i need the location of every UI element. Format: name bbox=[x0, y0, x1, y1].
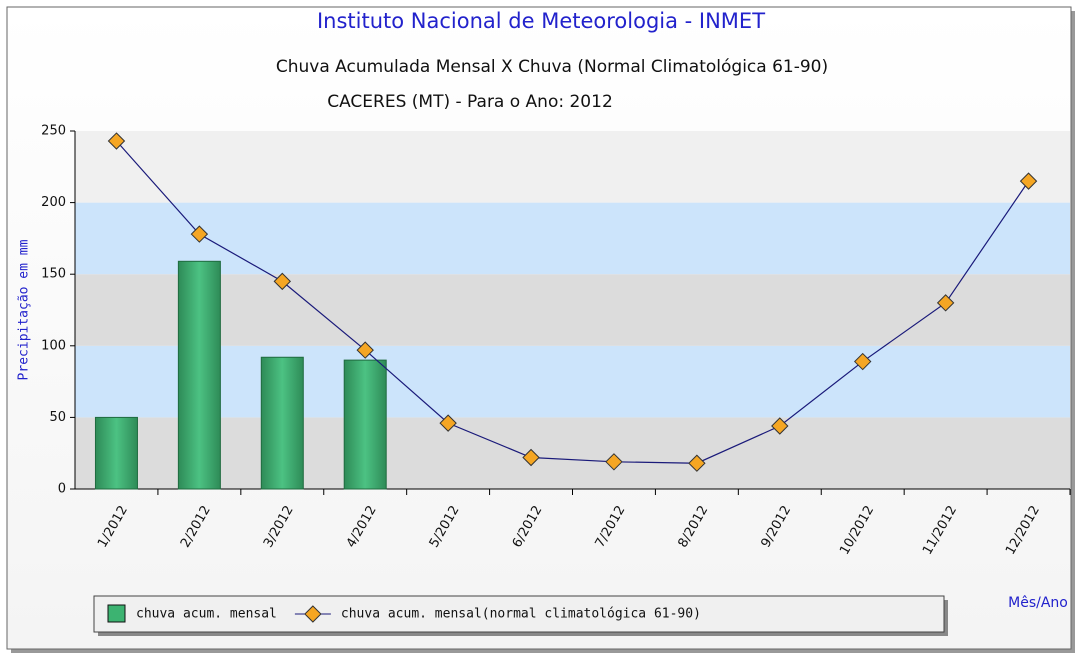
legend-label: chuva acum. mensal bbox=[136, 607, 277, 622]
marker bbox=[356, 341, 374, 359]
marker bbox=[107, 132, 126, 150]
y-tick-label: 200 bbox=[41, 195, 66, 210]
marker bbox=[936, 294, 955, 312]
legend bbox=[93, 595, 945, 633]
grid-band bbox=[75, 274, 1070, 346]
y-tick-label: 250 bbox=[41, 124, 66, 139]
line bbox=[116, 140, 1030, 464]
marker bbox=[1019, 172, 1038, 190]
bar bbox=[343, 359, 387, 490]
grid-band bbox=[75, 345, 1070, 418]
legend-marker bbox=[304, 605, 322, 623]
y-tick-label: 100 bbox=[41, 338, 66, 353]
marker bbox=[190, 225, 209, 243]
marker bbox=[522, 448, 540, 467]
y-tick-label: 50 bbox=[49, 410, 66, 425]
marker bbox=[273, 272, 291, 291]
legend-swatch bbox=[107, 604, 126, 623]
grid-band bbox=[75, 417, 1070, 489]
marker bbox=[688, 454, 706, 472]
chart-title: Instituto Nacional de Meteorologia - INM… bbox=[317, 9, 765, 33]
marker bbox=[771, 417, 789, 435]
marker bbox=[605, 453, 623, 471]
legend-label: chuva acum. mensal(normal climatológica … bbox=[341, 607, 701, 622]
grid-band bbox=[75, 202, 1070, 275]
y-axis-label: Precipitação em mm bbox=[17, 239, 32, 380]
grid-band bbox=[75, 131, 1070, 203]
bar bbox=[260, 356, 304, 490]
marker bbox=[854, 352, 872, 371]
x-axis-label: Mês/Ano bbox=[1008, 595, 1068, 611]
y-tick-label: 150 bbox=[41, 267, 66, 282]
chart-subtitle: Chuva Acumulada Mensal X Chuva (Normal C… bbox=[276, 57, 828, 77]
marker bbox=[439, 414, 457, 432]
bar bbox=[94, 416, 138, 490]
station: CACERES (MT) - Para o Ano: 2012 bbox=[327, 92, 613, 112]
y-tick-label: 0 bbox=[58, 482, 66, 497]
bar bbox=[177, 260, 221, 490]
